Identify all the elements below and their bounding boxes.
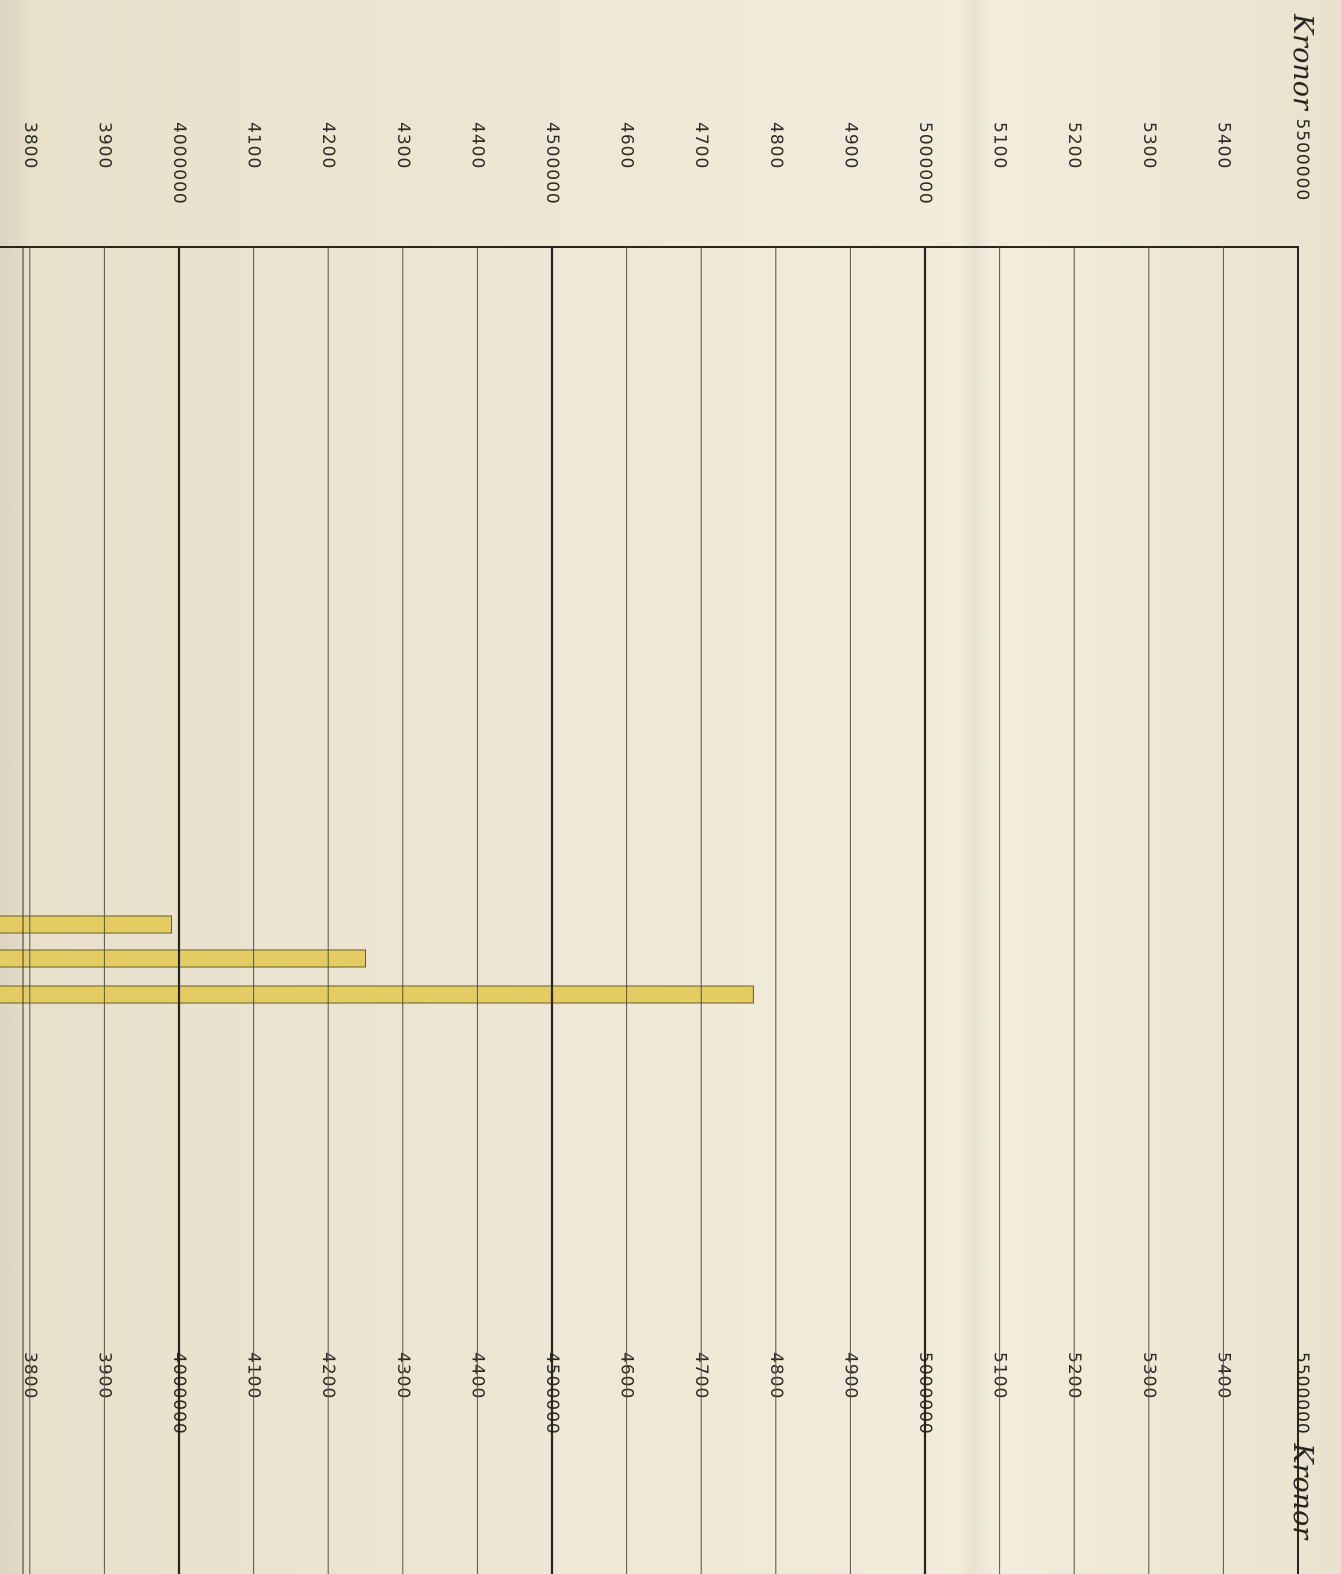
- axis-unit-word-top: Kronor: [1287, 14, 1318, 110]
- grid-lines: [0, 246, 1299, 1574]
- tick-label-top: 5200: [1064, 122, 1085, 170]
- tick-label-top: 5400: [1213, 122, 1234, 170]
- bar: [0, 949, 366, 968]
- tick-label-top: 4900: [840, 122, 861, 170]
- tick-label-top: 4700: [691, 122, 712, 170]
- tick-label-top: 4600: [616, 122, 637, 170]
- tick-label-top: 4800: [765, 122, 786, 170]
- tick-label-top: 5100: [989, 122, 1010, 170]
- tick-label-top: 4000000: [169, 122, 189, 205]
- tick-label-top: 3900: [94, 122, 115, 170]
- tick-label-top: 4400: [467, 122, 488, 170]
- axis-unit-label-top: Kronor 5500000: [1287, 14, 1318, 201]
- tick-label-top: 4500000: [542, 122, 562, 205]
- plot-frame: [0, 246, 1299, 1574]
- tick-label-top: 4300: [392, 122, 413, 170]
- tick-label-top: 3800: [19, 122, 40, 170]
- axis-max-value-top: 5500000: [1292, 118, 1312, 202]
- tick-label-top: 4200: [318, 122, 339, 170]
- bar: [0, 985, 754, 1004]
- tick-label-top: 5300: [1138, 122, 1159, 170]
- bar: [0, 915, 173, 934]
- tick-label-top: 4100: [243, 122, 264, 170]
- bar-group: [0, 915, 754, 1004]
- tick-label-top: 5000000: [915, 122, 935, 205]
- axis-unit-word-bottom: Kronor: [1287, 1443, 1318, 1540]
